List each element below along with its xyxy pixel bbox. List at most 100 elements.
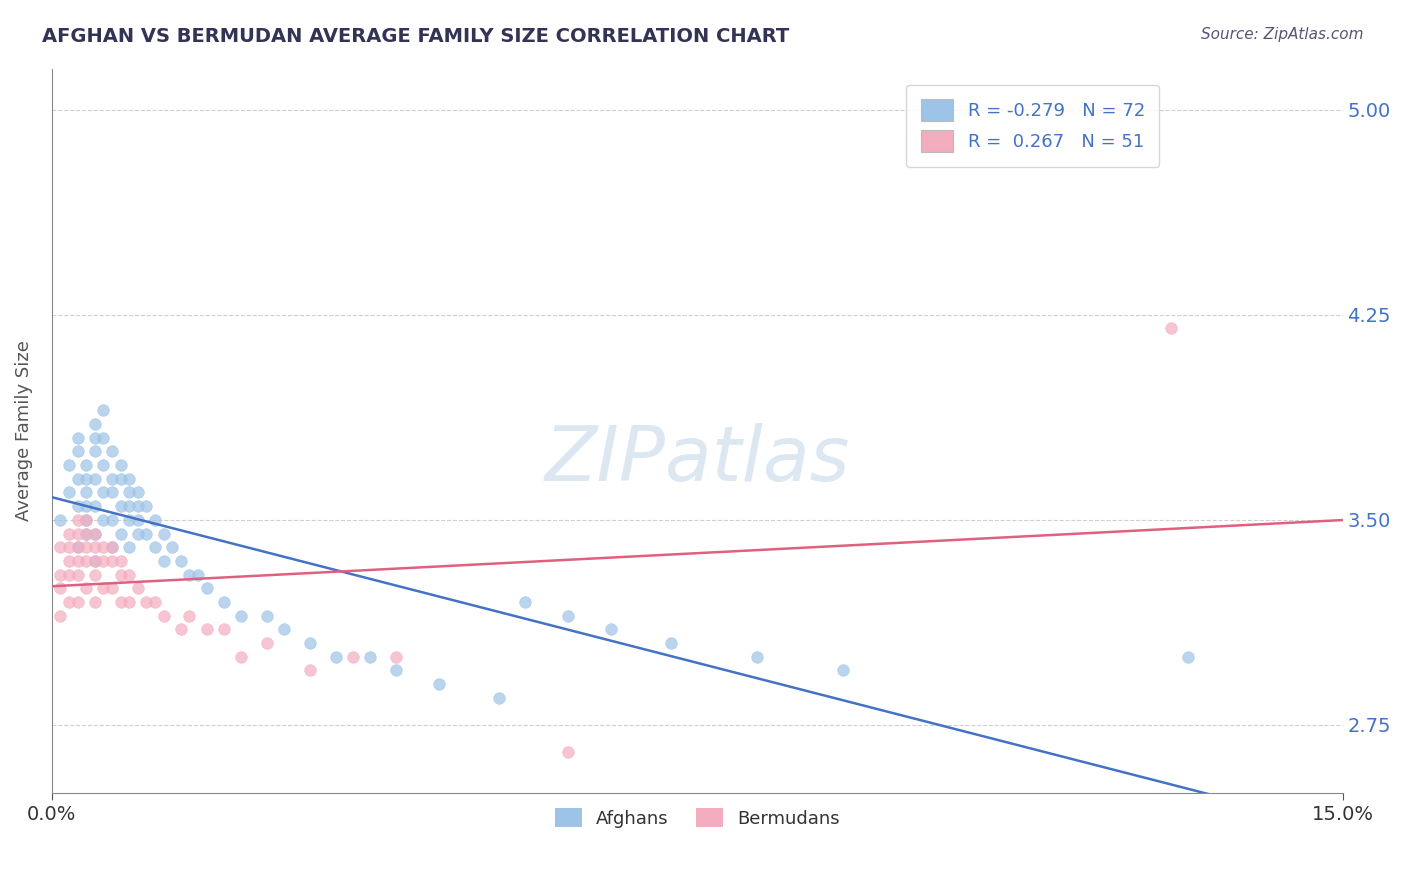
Point <box>58 458 80 472</box>
Point <box>83 431 105 445</box>
Point <box>110 567 132 582</box>
Point <box>83 499 105 513</box>
Point <box>273 622 295 636</box>
Point <box>342 649 364 664</box>
Point <box>1160 321 1182 335</box>
Point <box>118 595 141 609</box>
Point <box>75 513 97 527</box>
Point <box>101 472 124 486</box>
Point <box>49 581 72 595</box>
Point <box>101 540 124 554</box>
Point <box>49 513 72 527</box>
Point <box>127 581 149 595</box>
Point <box>49 608 72 623</box>
Point <box>385 663 408 677</box>
Point <box>135 526 157 541</box>
Point <box>101 554 124 568</box>
Point <box>1177 649 1199 664</box>
Point <box>118 567 141 582</box>
Point <box>229 608 252 623</box>
Point <box>127 485 149 500</box>
Point <box>427 677 450 691</box>
Point <box>58 485 80 500</box>
Point <box>75 540 97 554</box>
Point <box>325 649 347 664</box>
Point <box>101 444 124 458</box>
Point <box>66 526 89 541</box>
Point <box>160 540 183 554</box>
Point <box>75 499 97 513</box>
Point <box>93 513 115 527</box>
Point <box>212 595 235 609</box>
Point <box>298 663 321 677</box>
Point <box>385 649 408 664</box>
Legend: Afghans, Bermudans: Afghans, Bermudans <box>547 801 846 835</box>
Point <box>75 485 97 500</box>
Point <box>557 608 579 623</box>
Point <box>83 472 105 486</box>
Point <box>101 513 124 527</box>
Point <box>58 526 80 541</box>
Point <box>75 458 97 472</box>
Point <box>93 554 115 568</box>
Point <box>66 554 89 568</box>
Point <box>93 581 115 595</box>
Point <box>101 485 124 500</box>
Point <box>75 526 97 541</box>
Point <box>110 472 132 486</box>
Point <box>66 499 89 513</box>
Y-axis label: Average Family Size: Average Family Size <box>15 341 32 521</box>
Point <box>229 649 252 664</box>
Point <box>66 431 89 445</box>
Point <box>93 540 115 554</box>
Point <box>195 622 218 636</box>
Point <box>170 622 193 636</box>
Point <box>170 554 193 568</box>
Point <box>75 472 97 486</box>
Point <box>110 526 132 541</box>
Point <box>58 567 80 582</box>
Point <box>75 526 97 541</box>
Point <box>83 540 105 554</box>
Text: Source: ZipAtlas.com: Source: ZipAtlas.com <box>1201 27 1364 42</box>
Point <box>49 567 72 582</box>
Point <box>143 595 166 609</box>
Point <box>256 608 278 623</box>
Text: ZIPatlas: ZIPatlas <box>544 423 849 497</box>
Point <box>66 540 89 554</box>
Point <box>101 540 124 554</box>
Point <box>75 581 97 595</box>
Point <box>127 513 149 527</box>
Point <box>488 690 510 705</box>
Point <box>256 636 278 650</box>
Point <box>152 554 174 568</box>
Point <box>127 526 149 541</box>
Point <box>143 540 166 554</box>
Point <box>66 595 89 609</box>
Point <box>83 567 105 582</box>
Point <box>118 513 141 527</box>
Point <box>110 595 132 609</box>
Point <box>152 608 174 623</box>
Point <box>58 554 80 568</box>
Point <box>212 622 235 636</box>
Point <box>747 649 769 664</box>
Point <box>93 458 115 472</box>
Point <box>93 403 115 417</box>
Point <box>135 499 157 513</box>
Point <box>66 444 89 458</box>
Point <box>83 554 105 568</box>
Point <box>83 554 105 568</box>
Point <box>600 622 623 636</box>
Point <box>58 595 80 609</box>
Point <box>93 431 115 445</box>
Point <box>118 472 141 486</box>
Point <box>83 417 105 431</box>
Point <box>83 526 105 541</box>
Point <box>93 485 115 500</box>
Point <box>298 636 321 650</box>
Point <box>75 554 97 568</box>
Point <box>143 513 166 527</box>
Point <box>110 499 132 513</box>
Point <box>75 513 97 527</box>
